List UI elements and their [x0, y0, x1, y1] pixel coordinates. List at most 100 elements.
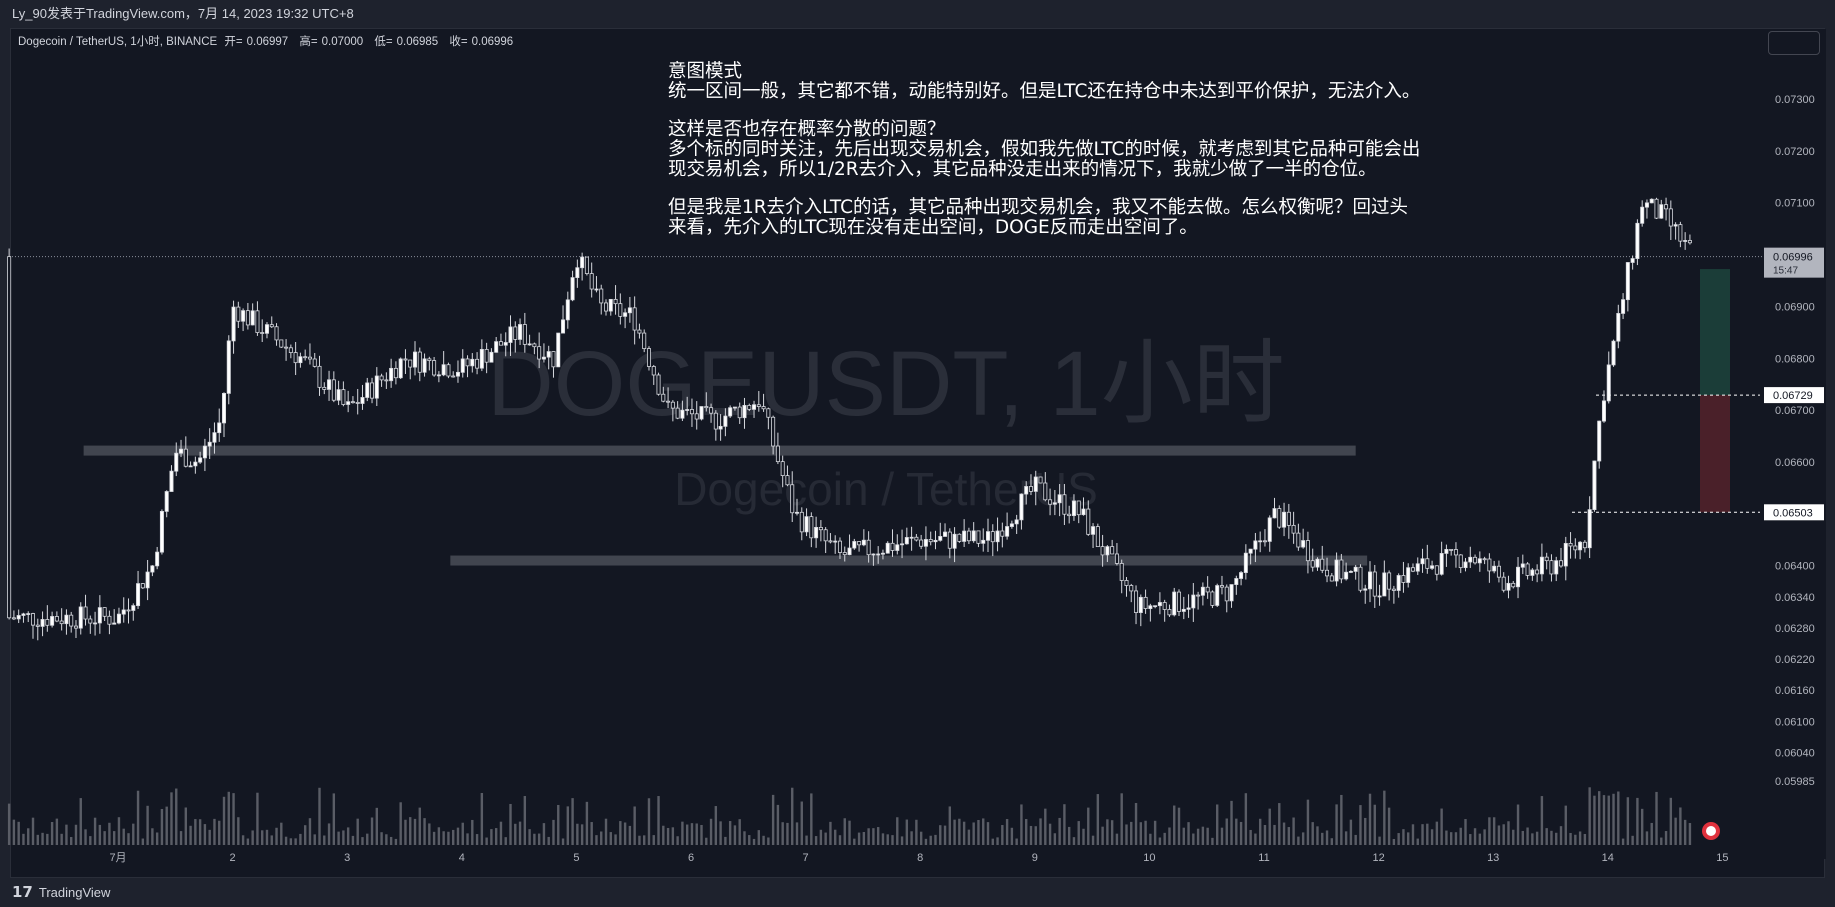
footer-brand[interactable]: TradingView	[38, 885, 111, 900]
volume-bar	[246, 838, 250, 845]
volume-bar	[46, 833, 49, 845]
volume-bar	[1483, 829, 1486, 845]
volume-bar	[523, 796, 527, 845]
volume-bar	[848, 820, 851, 845]
volume-bar	[810, 793, 813, 845]
candle-body	[264, 324, 269, 334]
candle-body	[1167, 609, 1172, 616]
volume-bar	[1688, 823, 1692, 845]
candle-body	[379, 375, 384, 381]
volume-bar	[332, 793, 336, 845]
volume-bar	[122, 828, 125, 845]
candle-body	[413, 351, 418, 368]
volume-bar	[600, 831, 603, 845]
volume-bar	[657, 796, 660, 845]
time-tick-label: 7	[803, 852, 809, 864]
volume-bar	[738, 819, 741, 845]
candle-body	[40, 619, 45, 627]
volume-bar	[872, 828, 875, 845]
volume-bar	[65, 824, 68, 845]
volume-bar	[1583, 833, 1587, 845]
candle-body	[1372, 571, 1377, 597]
candle-body	[370, 382, 375, 399]
volume-bar	[294, 838, 297, 845]
candle-body	[1009, 523, 1014, 527]
volume-bar	[881, 833, 885, 845]
candle-body	[1368, 571, 1373, 590]
volume-bar	[136, 790, 140, 845]
price-axis-bg	[1764, 29, 1826, 859]
volume-bar	[70, 837, 73, 845]
candle-body	[756, 404, 761, 407]
volume-bar	[351, 835, 355, 845]
volume-bar	[203, 824, 207, 845]
volume-bar	[1640, 808, 1644, 845]
candle-body	[1468, 556, 1473, 563]
volume-bar	[1507, 821, 1510, 845]
candle-body	[661, 393, 666, 402]
volume-bar	[98, 824, 102, 845]
candle-body	[689, 409, 694, 415]
volume-bar	[1540, 796, 1544, 845]
candle-body	[771, 416, 776, 447]
candle-body	[1511, 582, 1516, 588]
volume-bar	[389, 836, 393, 845]
candle-body	[1635, 222, 1640, 259]
candle-body	[618, 303, 623, 317]
volume-bar	[1254, 833, 1257, 845]
candle-body	[1282, 511, 1287, 528]
volume-bar	[953, 819, 956, 845]
tradingview-logo-icon[interactable]: 𝟭𝟳	[12, 884, 33, 901]
volume-bar	[795, 822, 799, 845]
volume-bar	[1063, 804, 1066, 845]
candle-body	[584, 256, 589, 274]
candle-body	[1654, 198, 1659, 219]
time-tick-label: 5	[573, 852, 579, 864]
volume-bar	[1492, 817, 1496, 845]
volume-bar	[165, 806, 168, 845]
volume-bar	[1669, 797, 1673, 845]
volume-bar	[108, 822, 111, 845]
candle-body	[1621, 299, 1626, 314]
volume-bar	[17, 821, 20, 845]
volume-bar	[1297, 836, 1300, 845]
candle-body	[207, 441, 212, 447]
support-zone	[450, 555, 1368, 566]
candle-body	[694, 413, 699, 420]
candle-body	[1363, 588, 1368, 591]
chart-settings-button[interactable]	[1768, 31, 1820, 55]
candle-body	[293, 352, 298, 364]
volume-bar	[1445, 830, 1448, 845]
volume-bar	[394, 838, 398, 845]
candle-body	[747, 405, 752, 410]
candle-body	[752, 404, 757, 410]
candle-body	[580, 256, 585, 269]
volume-bar	[1593, 795, 1596, 845]
candle-body	[551, 351, 556, 368]
volume-bar	[919, 831, 923, 845]
volume-bar	[146, 805, 149, 845]
candle-body	[1601, 400, 1606, 422]
annotation-line: 多个标的同时关注，先后出现交易机会，假如我先做LTC的时候，就考虑到其它品种可能…	[668, 139, 1421, 160]
candle-body	[317, 365, 322, 388]
volume-bar	[1153, 820, 1157, 845]
volume-bar	[1216, 804, 1219, 845]
candle-body	[179, 448, 184, 454]
candle-body	[1444, 549, 1449, 554]
candle-body	[780, 461, 785, 476]
volume-bar	[466, 833, 469, 845]
volume-bar	[1368, 793, 1372, 845]
entry-price-label: 0.06729	[1773, 390, 1813, 402]
stop-price-label: 0.06503	[1773, 507, 1813, 519]
candle-body	[97, 607, 102, 624]
support-zone	[83, 445, 1356, 456]
volume-bar	[705, 837, 708, 845]
volume-bar	[1373, 804, 1376, 845]
close-label: 收= 0.06996	[449, 36, 514, 48]
volume-bar	[232, 793, 235, 845]
candle-body	[1573, 545, 1578, 551]
candle-body	[589, 273, 594, 290]
candle-body	[527, 343, 532, 346]
volume-bar	[1015, 838, 1018, 845]
